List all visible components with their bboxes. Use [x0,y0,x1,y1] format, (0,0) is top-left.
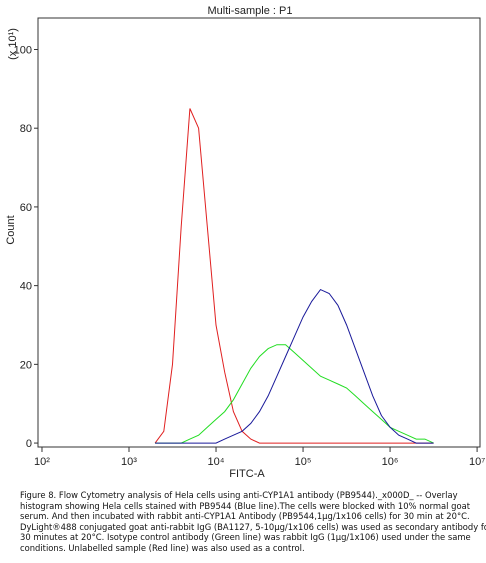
y-tick-label: 80 [20,123,32,135]
y-tick-label: 60 [20,202,32,214]
y-axis-label: Count [5,215,17,244]
y-tick-label: 20 [20,359,32,371]
caption-line: conditions. Unlabelled sample (Red line)… [20,542,305,553]
caption-line: histogram showing Hela cells stained wit… [20,500,471,511]
y-tick-label: 100 [14,44,32,56]
x-tick-label: 10⁷ [469,456,485,468]
x-tick-label: 10² [34,456,50,468]
y-multiplier: (x 10¹) [7,28,19,60]
caption-line: DyLight®488 conjugated goat anti-rabbit … [20,521,486,532]
chart-title: Multi-sample : P1 [208,5,293,17]
x-tick-label: 10⁵ [295,456,312,468]
caption-line: serum. And then incubated with rabbit an… [20,511,470,522]
x-tick-label: 10³ [121,456,137,468]
chart: Multi-sample : P1 (x 10¹) Count FITC-A 0… [5,5,485,480]
plot-frame [37,17,481,448]
histogram-line [154,108,434,444]
x-axis-label: FITC-A [229,468,265,480]
histogram-line [155,288,434,444]
caption-line: Figure 8. Flow Cytometry analysis of Hel… [20,490,458,500]
x-tick-label: 10⁶ [382,456,399,468]
caption: Figure 8. Flow Cytometry analysis of Hel… [20,490,486,554]
caption-line: 30 minutes at 20°C. Isotype control anti… [20,532,471,543]
histogram-line [155,344,434,444]
y-tick-label: 0 [26,438,32,450]
x-tick-label: 10⁴ [208,456,225,468]
y-tick-label: 40 [20,281,32,293]
